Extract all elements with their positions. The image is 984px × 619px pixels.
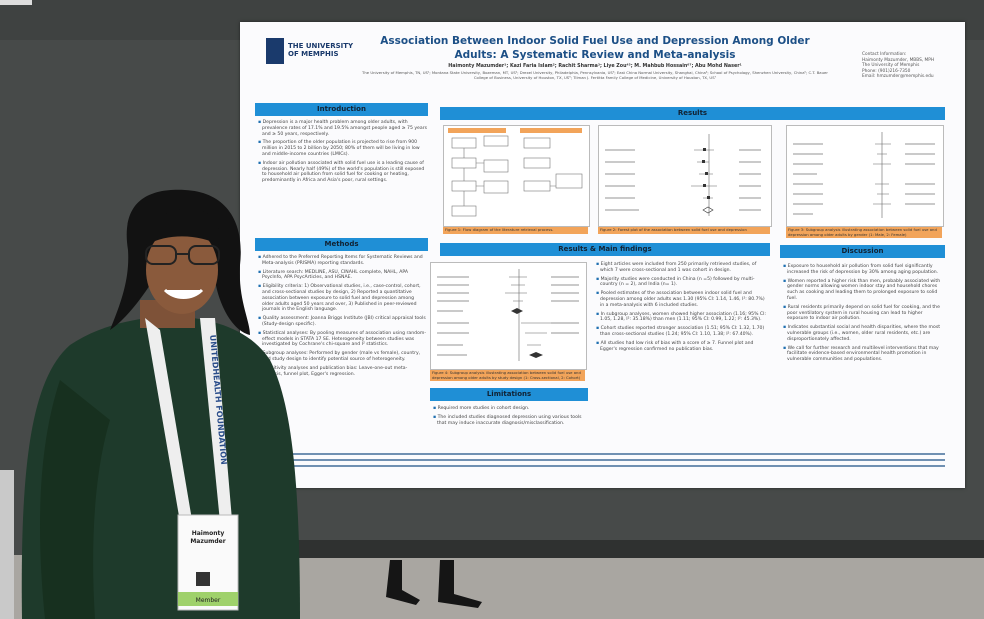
footer-rules <box>280 453 945 467</box>
authors: Haimonty Mazumder¹; Kazi Faria Islam²; R… <box>448 64 742 69</box>
poster: THE UNIVERSITY OF MEMPHIS Association Be… <box>240 22 965 488</box>
flow-diagram <box>443 125 590 227</box>
subgroup-plot <box>786 125 944 227</box>
bullet: Sensitivity analyses and publication bia… <box>257 366 427 378</box>
bullet: Majority studies were conducted in China… <box>595 277 767 289</box>
findings: Eight articles were included from 250 pr… <box>595 262 767 355</box>
bullet: Literature search: MEDLINE, ASU, CINAHL … <box>257 270 427 282</box>
figure-caption: Figure 2: Forest plot of the association… <box>598 227 770 234</box>
discussion: Exposure to household air pollution from… <box>782 264 944 366</box>
section-heading: Introduction <box>255 103 428 116</box>
contact-line: Haimonty Mazumder, MBBS, MPH <box>862 57 935 63</box>
bullet: Required more studies in cohort design. <box>432 406 588 412</box>
bullet: Statistical analyses: By pooling measure… <box>257 331 427 348</box>
contact: Contact Information: Haimonty Mazumder, M… <box>862 52 962 80</box>
bullet: Indicates substantial social and health … <box>782 325 944 342</box>
section-heading: Results & Main findings <box>440 243 770 256</box>
bullet: We call for further research and multile… <box>782 346 944 363</box>
logo-text: THE UNIVERSITY OF MEMPHIS <box>288 42 354 58</box>
contact-line: Email: hmzumder@memphis.edu <box>862 74 934 80</box>
section-heading: Limitations <box>430 388 588 401</box>
introduction: Depression is a major health problem amo… <box>257 120 427 187</box>
logo-mark <box>266 38 284 64</box>
design-subgroup-plot-drawing <box>437 269 579 361</box>
section-heading: Discussion <box>780 245 945 258</box>
design-subgroup-plot <box>430 262 587 370</box>
bullet: Cohort studies reported stronger associa… <box>595 326 767 338</box>
flow-diagram-drawing <box>448 128 583 217</box>
methods: Adhered to the Preferred Reporting Items… <box>257 255 427 380</box>
bullet: Women reported a higher risk than men, p… <box>782 279 944 302</box>
contact-line: Contact Information: <box>862 52 907 57</box>
badge-role: Member <box>196 597 221 604</box>
bullet: Eligibility criteria: 1) Observational s… <box>257 284 427 313</box>
affiliations: The University of Memphis, TN, US¹; Mont… <box>362 70 828 80</box>
bullet: The included studies diagnosed depressio… <box>432 415 588 427</box>
forest-plot-drawing <box>605 134 761 216</box>
section-heading: Methods <box>255 238 428 251</box>
bullet: Depression is a major health problem amo… <box>257 120 427 137</box>
contact-line: The University of Memphis <box>862 63 920 69</box>
badge-name: Haimonty Mazumder <box>190 530 226 545</box>
bullet: Subgroup analyses: Performed by gender (… <box>257 351 427 363</box>
poster-title: Association Between Indoor Solid Fuel Us… <box>380 35 810 61</box>
bullet: Eight articles were included from 250 pr… <box>595 262 767 274</box>
forest-plot <box>598 125 772 227</box>
bullet: Quality assessment: Joanna Briggs Instit… <box>257 316 427 328</box>
figure-caption: Figure 4: Subgroup analysis illustrating… <box>430 370 585 382</box>
bullet: Rural residents primarily depend on soli… <box>782 305 944 322</box>
limitations: Required more studies in cohort design. T… <box>432 406 588 429</box>
bullet: The proportion of the older population i… <box>257 140 427 157</box>
bullet: Adhered to the Preferred Reporting Items… <box>257 255 427 267</box>
bullet: In subgroup analyses, women showed highe… <box>595 312 767 324</box>
bullet: All studies had low risk of bias with a … <box>595 341 767 353</box>
bullet: Exposure to household air pollution from… <box>782 264 944 276</box>
section-heading: Results <box>440 107 945 120</box>
subgroup-plot-drawing <box>793 132 935 218</box>
figure-caption: Figure 1: Flow diagram of the literature… <box>443 227 588 234</box>
bullet: Pooled estimates of the association betw… <box>595 291 767 308</box>
bullet: Indoor air pollution associated with sol… <box>257 161 427 184</box>
contact-line: Phone: (901)216-7350 <box>862 68 911 74</box>
figure-caption: Figure 3: Subgroup analysis illustrating… <box>786 227 942 239</box>
